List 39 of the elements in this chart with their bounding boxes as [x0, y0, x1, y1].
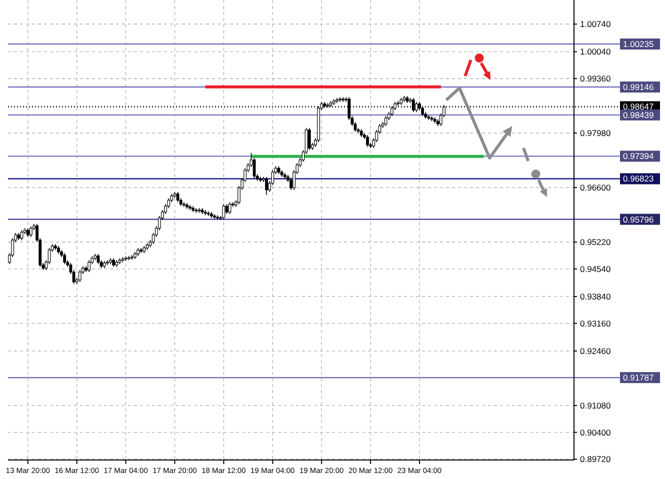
candlestick: [30, 226, 32, 238]
ref-line-label: 0.95796: [623, 214, 654, 224]
y-tick-label: 0.91080: [580, 400, 611, 410]
ref-line-label: 1.00235: [623, 39, 654, 49]
y-tick-label: 0.94540: [580, 264, 611, 274]
candlestick: [216, 214, 220, 220]
candlestick: [265, 176, 268, 196]
candlestick: [182, 202, 186, 208]
candlestick: [222, 204, 226, 220]
candlestick: [88, 260, 91, 272]
y-tick-label: 0.96600: [580, 182, 611, 193]
ref-line-label: 0.98439: [623, 110, 654, 120]
candlestick: [384, 116, 388, 126]
candlestick: [78, 270, 82, 282]
candlestick: [130, 254, 134, 260]
y-tick-label: 0.90400: [580, 427, 611, 438]
y-tick-label: 1.00040: [580, 46, 611, 57]
candlestick: [176, 191, 180, 203]
ref-line-label: 0.96823: [623, 174, 654, 184]
ref-line-label: 0.98647: [623, 102, 654, 112]
y-tick-label: 0.89720: [580, 454, 611, 464]
y-tick-label: 0.95220: [580, 237, 611, 248]
y-tick-label: 0.92460: [580, 346, 611, 356]
candlestick: [366, 134, 369, 148]
y-tick-label: 1.00740: [580, 19, 611, 30]
candlestick: [106, 260, 109, 266]
candlestick: [308, 128, 311, 150]
candlestick: [228, 202, 232, 214]
ref-line-label: 0.99146: [623, 82, 654, 92]
ref-line-label: 0.91787: [623, 372, 654, 383]
ref-line-label: 0.97394: [623, 151, 654, 162]
y-tick-label: 0.93160: [580, 318, 611, 328]
y-tick-label: 0.99360: [580, 74, 611, 84]
y-tick-label: 0.93840: [580, 292, 611, 302]
candlestick: [421, 106, 424, 116]
candlestick: [206, 210, 210, 216]
candlestick: [414, 101, 418, 113]
y-tick-label: 0.97980: [580, 128, 611, 138]
candlestick: [63, 252, 66, 265]
